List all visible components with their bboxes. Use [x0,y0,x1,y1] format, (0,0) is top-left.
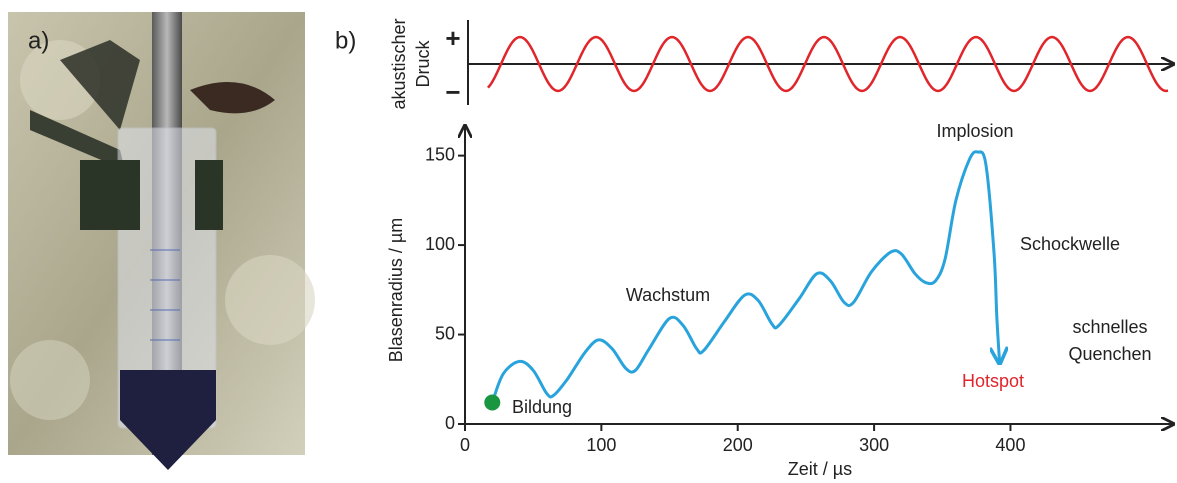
y-tick-label: 0 [445,413,455,433]
panel-label: a) [28,27,49,54]
x-tick-label: 100 [586,435,616,455]
pressure-wave [487,35,1169,93]
x-tick-label: 0 [460,435,470,455]
pressure-axis-label: akustischer [389,18,409,109]
pressure-label: − [445,77,460,107]
pressure-label: + [445,23,460,53]
x-tick-label: 400 [995,435,1025,455]
annotation: Hotspot [962,371,1024,391]
x-axis-label: Zeit / µs [788,459,852,479]
y-axis-label: Blasenradius / µm [386,218,406,362]
annotation: Wachstum [626,285,710,305]
x-tick-label: 200 [723,435,753,455]
y-tick-label: 50 [435,323,455,343]
annotation: Quenchen [1068,344,1151,364]
annotation: Bildung [512,397,572,417]
radius-curve [490,150,999,404]
annotation: Implosion [936,121,1013,141]
start-point [484,394,501,411]
y-tick-label: 100 [425,234,455,254]
y-tick-label: 150 [425,144,455,164]
x-tick-label: 300 [859,435,889,455]
main-axes [465,127,1172,424]
annotation: Schockwelle [1020,234,1120,254]
panel-label: b) [335,27,356,54]
pressure-axes [467,20,1172,105]
annotation: schnelles [1072,317,1147,337]
pressure-axis-label: Druck [413,40,433,88]
photo [8,12,315,470]
